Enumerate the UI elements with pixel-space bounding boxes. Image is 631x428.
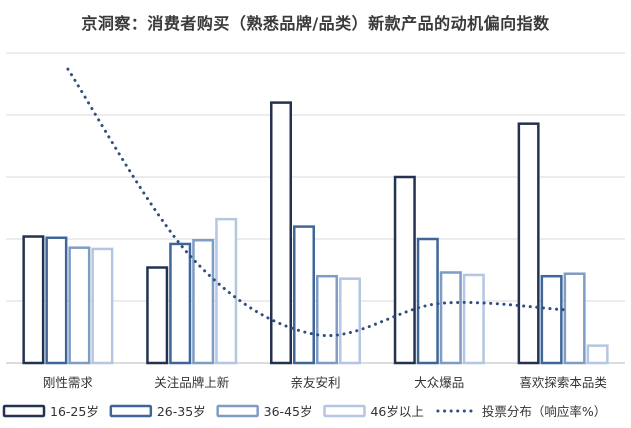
legend-label: 16-25岁 bbox=[50, 404, 99, 419]
bar-1-1 bbox=[22, 235, 45, 365]
legend-swatch bbox=[216, 404, 259, 418]
bar-1-3 bbox=[270, 101, 292, 365]
bar-2-1 bbox=[45, 236, 68, 365]
x-tick-label: 刚性需求 bbox=[43, 375, 94, 390]
bar-4-1 bbox=[91, 247, 114, 365]
bar-3-5 bbox=[563, 272, 586, 365]
legend-swatch bbox=[2, 404, 46, 418]
bar-4-4 bbox=[462, 273, 485, 365]
bar-4-5 bbox=[586, 344, 609, 365]
chart-title: 京洞察：消费者购买（熟悉品牌/品类）新款产品的动机偏向指数 bbox=[81, 14, 550, 33]
bar-2-4 bbox=[416, 237, 439, 365]
legend-label: 投票分布（响应率%） bbox=[482, 404, 606, 419]
x-tick-label: 喜欢探索本品类 bbox=[519, 375, 607, 390]
bar-3-4 bbox=[439, 271, 462, 365]
legend-label: 46岁以上 bbox=[370, 404, 423, 419]
legend-swatch bbox=[109, 404, 153, 418]
bar-2-2 bbox=[169, 242, 192, 365]
bar-2-3 bbox=[293, 225, 315, 365]
bar-2-5 bbox=[540, 274, 563, 365]
bar-1-4 bbox=[393, 175, 416, 365]
legend-label: 26-35岁 bbox=[157, 404, 206, 419]
x-tick-label: 大众爆品 bbox=[414, 375, 464, 390]
bar-3-3 bbox=[316, 274, 338, 365]
bar-3-2 bbox=[192, 238, 215, 365]
legend-swatch bbox=[323, 404, 366, 418]
bar-4-2 bbox=[215, 217, 238, 365]
bar-4-3 bbox=[339, 277, 361, 365]
x-tick-label: 关注品牌上新 bbox=[154, 375, 229, 390]
line-series-path bbox=[66, 67, 565, 338]
bar-1-2 bbox=[146, 266, 169, 365]
bar-1-5 bbox=[517, 122, 540, 365]
bar-3-1 bbox=[68, 246, 91, 365]
x-tick-label: 亲友安利 bbox=[290, 375, 340, 390]
legend-label: 36-45岁 bbox=[264, 404, 313, 419]
